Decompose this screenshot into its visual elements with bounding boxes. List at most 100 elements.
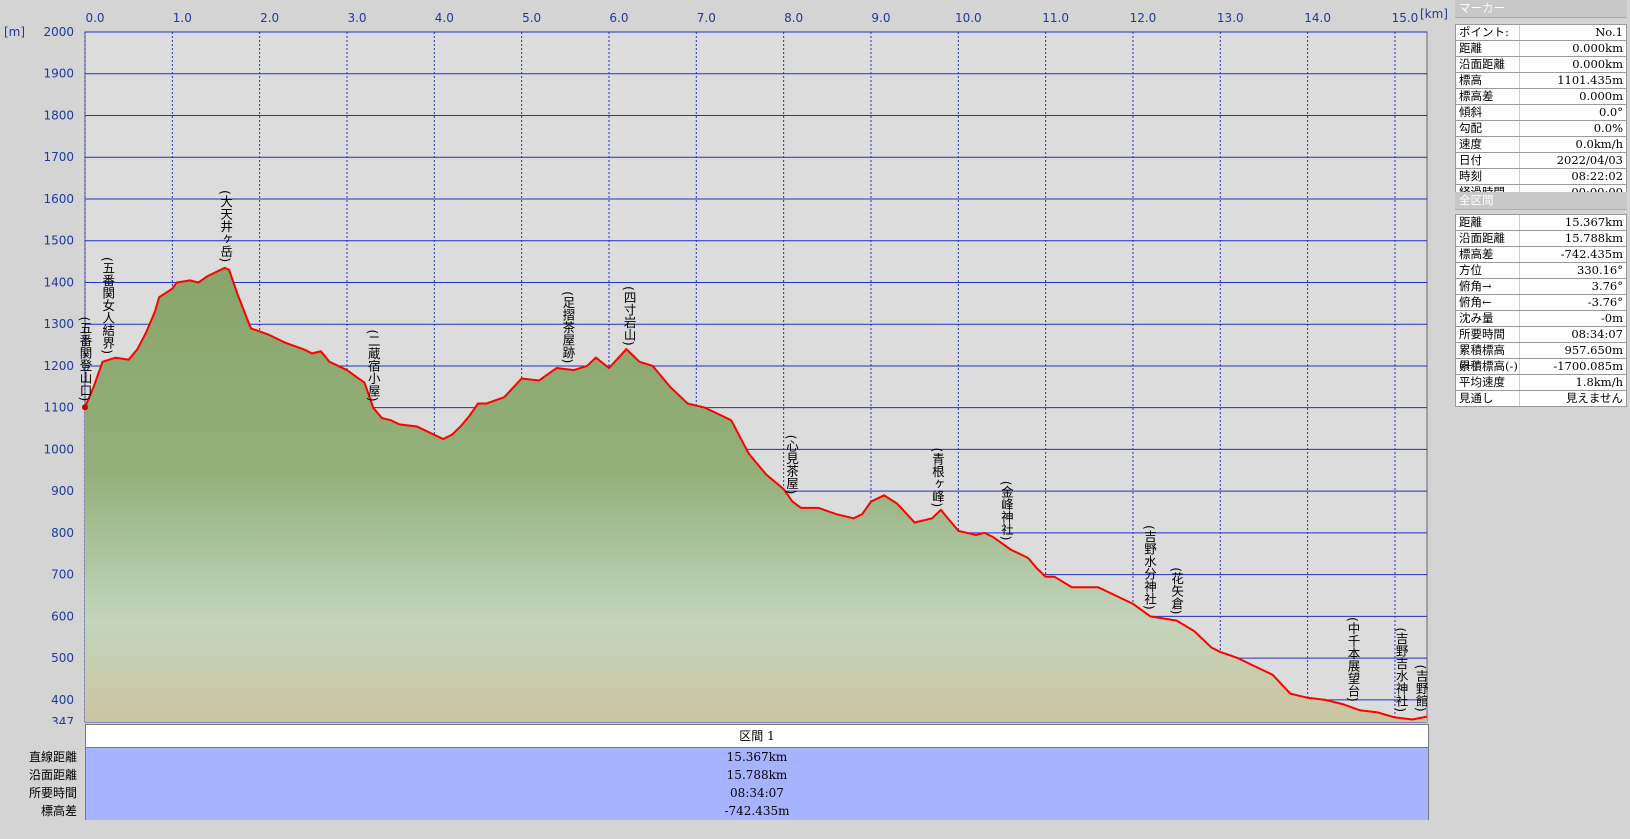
- info-value: 0.0°: [1598, 105, 1623, 119]
- info-key: 方位: [1456, 263, 1520, 278]
- info-value: 330.16°: [1577, 263, 1623, 277]
- info-value: -0m: [1600, 311, 1623, 325]
- elevation-area: [85, 267, 1427, 722]
- section-key: 直線距離: [28, 750, 77, 764]
- waypoint-label: (心見茶屋): [784, 435, 799, 495]
- info-row: 俯角→ 3.76°: [1455, 279, 1627, 295]
- section-row: 所要時間 08:34:07: [0, 784, 1430, 802]
- info-value: 3.76°: [1591, 279, 1623, 293]
- y-tick-label: 1000: [43, 442, 74, 456]
- info-value: 0.000km: [1572, 41, 1623, 55]
- info-value: -742.435m: [1560, 247, 1623, 261]
- info-row: ポイント: No.1: [1455, 25, 1627, 41]
- info-key: 見通し: [1456, 391, 1520, 406]
- waypoint-label: (五番関登山口): [78, 316, 93, 401]
- info-value: 1.8km/h: [1575, 375, 1623, 389]
- waypoint-label: (二蔵宿小屋): [366, 329, 381, 401]
- info-key: 累積標高(-): [1456, 359, 1520, 374]
- info-key: 標高: [1456, 73, 1520, 88]
- waypoint-label: (花矢倉): [1169, 567, 1184, 614]
- info-row: 俯角← -3.76°: [1455, 295, 1627, 311]
- x-unit: [km]: [1420, 7, 1448, 21]
- info-key: 時刻: [1456, 169, 1520, 184]
- section-header: 区間 1: [85, 724, 1429, 748]
- x-tick-label: 0.0: [85, 11, 104, 25]
- x-tick-label: 4.0: [435, 11, 454, 25]
- x-tick-label: 7.0: [697, 11, 716, 25]
- info-value: 0.000m: [1579, 89, 1623, 103]
- y-tick-label: 347: [51, 715, 74, 724]
- marker-panel: マーカー ポイント: No.1 距離 0.000km 沿面距離 0.000km 標高 1101…: [1455, 0, 1627, 201]
- info-value: 0.0km/h: [1575, 137, 1623, 151]
- x-tick-label: 2.0: [260, 11, 279, 25]
- info-value: 15.788km: [1564, 231, 1623, 245]
- info-key: 俯角←: [1456, 295, 1520, 310]
- info-key: 距離: [1456, 41, 1520, 56]
- y-tick-label: 1500: [43, 234, 74, 248]
- section-row: 沿面距離 15.788km: [0, 766, 1430, 784]
- x-tick-label: 12.0: [1130, 11, 1157, 25]
- info-row: 距離 15.367km: [1455, 215, 1627, 231]
- section-value: -742.435m: [85, 802, 1429, 820]
- y-tick-label: 1800: [43, 108, 74, 122]
- x-tick-label: 5.0: [522, 11, 541, 25]
- profile-chart: [m] [km] 347 400 500 600 700 800 900 1000 1100 12…: [4, 7, 1448, 724]
- waypoint-label: (大天井ヶ岳): [218, 190, 233, 262]
- y-tick-label: 1900: [43, 67, 74, 81]
- y-unit: [m]: [4, 25, 25, 39]
- section-key: 標高差: [40, 804, 77, 818]
- info-value: 0.0%: [1593, 121, 1623, 135]
- info-row: 見通し 見えません: [1455, 391, 1627, 407]
- y-tick-label: 700: [51, 568, 74, 582]
- x-tick-label: 3.0: [347, 11, 366, 25]
- waypoint-label: (吉野館): [1414, 664, 1429, 711]
- waypoint-label: (中千本展望台): [1346, 617, 1361, 702]
- info-row: 標高 1101.435m: [1455, 73, 1627, 89]
- info-row: 距離 0.000km: [1455, 41, 1627, 57]
- total-panel: 全区間 距離 15.367km 沿面距離 15.788km 標高差 -742.435m 方位…: [1455, 192, 1627, 407]
- info-key: 距離: [1456, 215, 1520, 230]
- info-row: 沿面距離 0.000km: [1455, 57, 1627, 73]
- info-value: 08:22:02: [1571, 169, 1623, 183]
- info-key: 勾配: [1456, 121, 1520, 136]
- x-tick-label: 15.0: [1392, 11, 1419, 25]
- info-row: 所要時間 08:34:07: [1455, 327, 1627, 343]
- section-value: 08:34:07: [85, 784, 1429, 802]
- x-tick-label: 13.0: [1217, 11, 1244, 25]
- y-tick-label: 1200: [43, 359, 74, 373]
- info-value: -3.76°: [1587, 295, 1623, 309]
- y-tick-label: 1600: [43, 192, 74, 206]
- waypoint-label: (四寸岩山): [622, 286, 637, 346]
- section-row: 標高差 -742.435m: [0, 802, 1430, 820]
- section-value: 15.367km: [85, 748, 1429, 766]
- x-tick-label: 14.0: [1304, 11, 1331, 25]
- y-tick-label: 1400: [43, 275, 74, 289]
- info-value: 08:34:07: [1571, 327, 1623, 341]
- info-key: 速度: [1456, 137, 1520, 152]
- info-value: 1101.435m: [1557, 73, 1623, 87]
- info-value: 957.650m: [1564, 343, 1623, 357]
- info-key: 平均速度: [1456, 375, 1520, 390]
- y-tick-label: 1300: [43, 317, 74, 331]
- waypoint-label: (青根ヶ峰): [930, 448, 945, 508]
- info-key: ポイント:: [1456, 25, 1520, 40]
- info-key: 沈み量: [1456, 311, 1520, 326]
- info-row: 勾配 0.0%: [1455, 121, 1627, 137]
- info-key: 俯角→: [1456, 279, 1520, 294]
- total-table: 距離 15.367km 沿面距離 15.788km 標高差 -742.435m 方位 330.…: [1455, 214, 1627, 407]
- y-tick-label: 600: [51, 609, 74, 623]
- section-key: 所要時間: [28, 786, 77, 800]
- y-tick-label: 1700: [43, 150, 74, 164]
- info-value: No.1: [1595, 25, 1623, 39]
- panel-title: 全区間: [1455, 192, 1627, 210]
- waypoint-label: (足摺茶屋跡): [560, 291, 575, 363]
- y-tick-label: 800: [51, 526, 74, 540]
- waypoint-label: (五番関女人結界): [100, 257, 115, 354]
- panel-title: マーカー: [1455, 0, 1627, 18]
- info-key: 標高差: [1456, 247, 1520, 262]
- info-key: 日付: [1456, 153, 1520, 168]
- section-row: 直線距離 15.367km: [0, 748, 1430, 766]
- marker-point: [82, 404, 88, 411]
- y-tick-label: 2000: [43, 25, 74, 39]
